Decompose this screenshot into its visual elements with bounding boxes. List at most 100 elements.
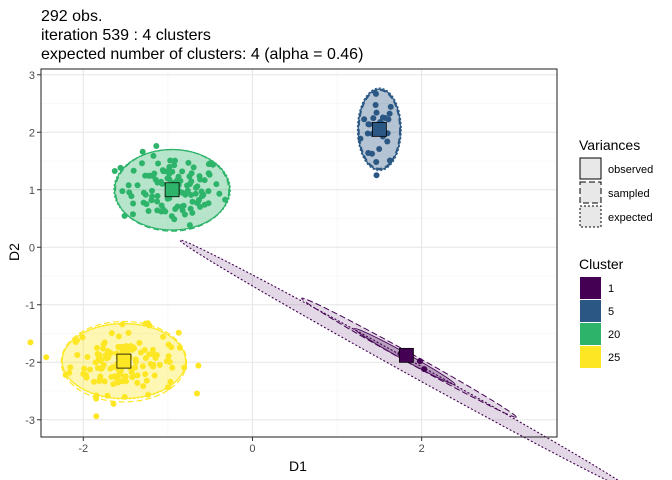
data-point-cluster-25 (96, 378, 103, 385)
data-point-cluster-20 (150, 152, 157, 159)
data-point-cluster-20 (125, 182, 132, 189)
data-point-cluster-5 (357, 135, 364, 142)
data-point-cluster-20 (145, 172, 152, 179)
data-point-cluster-25 (115, 333, 122, 340)
data-point-cluster-25 (141, 347, 148, 354)
data-point-cluster-20 (140, 199, 147, 206)
data-point-cluster-25 (74, 352, 81, 359)
ellipse-sampled-cluster-25 (60, 320, 188, 403)
data-point-cluster-20 (179, 189, 186, 196)
x-tick-label: -2 (78, 443, 88, 455)
data-point-cluster-25 (108, 330, 115, 337)
y-tick-label: -3 (25, 415, 35, 427)
legend-key-expected (579, 205, 602, 228)
data-point-cluster-20 (130, 167, 137, 174)
data-point-cluster-5 (385, 116, 392, 123)
data-point-cluster-25 (132, 364, 139, 371)
data-point-cluster-20 (186, 222, 193, 229)
x-tick-label: 0 (249, 443, 255, 455)
data-point-cluster-25 (149, 346, 156, 353)
data-point-cluster-5 (386, 157, 393, 164)
data-point-cluster-25 (100, 345, 107, 352)
data-point-cluster-25 (93, 413, 100, 420)
data-point-cluster-20 (154, 193, 161, 200)
legend-label-expected: expected (608, 212, 653, 224)
data-point-cluster-25 (119, 321, 126, 328)
data-point-cluster-25 (195, 362, 202, 369)
chart-title-line-1: 292 obs. (41, 8, 102, 25)
data-point-cluster-20 (192, 190, 199, 197)
data-point-cluster-5 (376, 146, 383, 153)
data-point-cluster-25 (136, 339, 143, 346)
data-point-cluster-5 (365, 150, 372, 157)
data-point-cluster-20 (121, 212, 128, 219)
data-point-cluster-25 (165, 353, 172, 360)
data-point-cluster-25 (92, 359, 99, 366)
x-axis-title: D1 (289, 458, 307, 474)
legend-label-cluster-5: 5 (608, 306, 614, 318)
data-point-cluster-20 (216, 190, 223, 197)
data-point-cluster-25 (123, 343, 130, 350)
data-point-cluster-20 (185, 159, 192, 166)
cluster-20 (111, 143, 231, 232)
legend-key-sampled (579, 181, 602, 204)
data-point-cluster-5 (373, 158, 380, 165)
data-point-cluster-20 (197, 176, 204, 183)
data-point-cluster-25 (169, 364, 176, 371)
data-point-cluster-20 (119, 188, 126, 195)
legend-key-cluster-25 (580, 346, 601, 368)
legend-key-cluster-1 (580, 277, 601, 299)
legend-key-observed (579, 157, 602, 180)
data-point-cluster-20 (111, 168, 118, 175)
data-point-cluster-25 (146, 322, 153, 329)
data-point-cluster-25 (99, 365, 106, 372)
y-tick-label: 2 (29, 127, 35, 139)
data-point-cluster-20 (189, 198, 196, 205)
data-point-cluster-20 (188, 170, 195, 177)
cluster-center-5 (371, 121, 387, 137)
data-point-cluster-25 (145, 391, 152, 398)
data-point-cluster-1 (421, 366, 428, 373)
data-point-cluster-20 (190, 164, 197, 171)
data-point-cluster-25 (90, 378, 97, 385)
data-point-cluster-25 (163, 358, 170, 365)
data-point-cluster-25 (143, 377, 150, 384)
data-point-cluster-20 (172, 205, 179, 212)
data-point-cluster-20 (166, 164, 173, 171)
y-tick-label: 3 (29, 70, 35, 82)
y-axis-title: D2 (6, 243, 22, 261)
data-point-cluster-25 (142, 371, 149, 378)
data-point-cluster-25 (67, 364, 74, 371)
data-point-cluster-5 (387, 103, 394, 110)
data-point-cluster-20 (167, 157, 174, 164)
data-point-cluster-25 (115, 343, 122, 350)
data-point-cluster-5 (373, 172, 380, 179)
chart-title-line-3: expected number of clusters: 4 (alpha = … (41, 46, 363, 63)
data-point-cluster-20 (129, 211, 136, 218)
data-point-cluster-20 (171, 216, 178, 223)
legend-key-cluster-20 (580, 323, 601, 345)
legend-label-observed: observed (608, 164, 653, 176)
variances-legend: Variances observed sampled expected (579, 137, 653, 228)
data-point-cluster-25 (147, 360, 154, 367)
data-point-cluster-25 (139, 363, 146, 370)
data-point-cluster-20 (163, 168, 170, 175)
data-point-cluster-25 (86, 366, 93, 373)
data-point-cluster-20 (205, 188, 212, 195)
data-point-cluster-25 (156, 362, 163, 369)
data-point-cluster-25 (79, 334, 86, 341)
data-point-cluster-25 (97, 357, 104, 364)
cluster-25 (27, 320, 202, 420)
data-point-cluster-5 (372, 102, 379, 109)
data-point-cluster-20 (194, 183, 201, 190)
y-tick-label: 1 (29, 185, 35, 197)
data-point-cluster-5 (364, 130, 371, 137)
ellipse-sampled-cluster-5 (358, 89, 401, 170)
data-point-cluster-25 (84, 354, 91, 361)
data-point-cluster-25 (101, 339, 108, 346)
data-point-cluster-25 (194, 390, 201, 397)
data-point-cluster-20 (166, 176, 173, 183)
y-tick-label: -1 (25, 300, 35, 312)
data-point-cluster-20 (153, 143, 160, 150)
data-point-cluster-25 (151, 372, 158, 379)
